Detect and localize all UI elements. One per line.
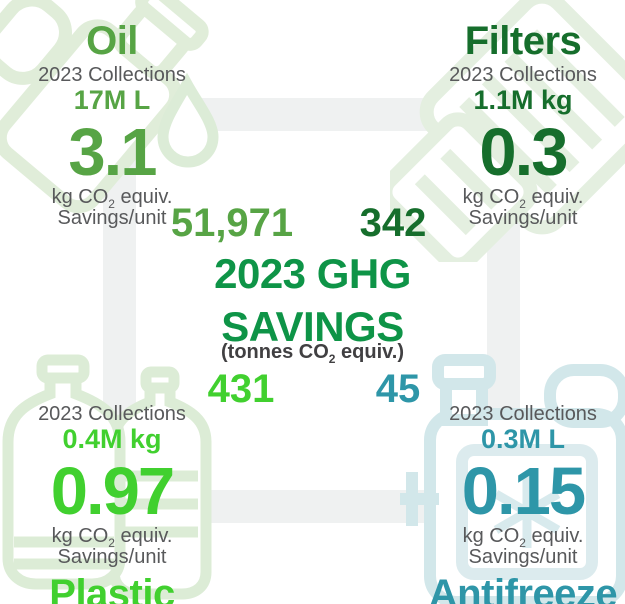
filters-title: Filters — [464, 19, 582, 63]
filters-unit-line2: Savings/unit — [468, 207, 578, 229]
snowflake-icon — [493, 476, 561, 548]
plastic-quadrant: 2023 Collections 0.4M kg 0.97 kg CO2 equ… — [0, 402, 224, 604]
oil-savings-value: 3.1 — [68, 115, 157, 190]
antifreeze-jug-icon — [400, 354, 625, 604]
antifreeze-collections-label: 2023 Collections — [449, 403, 597, 425]
oil-jug-icon — [0, 0, 219, 214]
oil-title: Oil — [86, 19, 138, 63]
oil-unit-line2: Savings/unit — [57, 207, 167, 229]
plastic-unit-line2: Savings/unit — [57, 546, 167, 568]
plastic-collections-label: 2023 Collections — [38, 403, 186, 425]
center-title-line1: 2023 GHG — [214, 250, 411, 297]
center-title: 2023 GHG SAVINGS — [0, 247, 625, 353]
filters-savings-value: 0.3 — [479, 115, 568, 190]
antifreeze-unit-label: kg CO2 equiv. Savings/unit — [411, 526, 625, 568]
center-value-plastic: 431 — [207, 367, 275, 411]
plastic-unit-line1: kg CO2 equiv. — [51, 525, 173, 550]
oil-quadrant: Oil 2023 Collections 17M L 3.1 kg CO2 eq… — [0, 19, 224, 229]
filters-icon — [390, 0, 625, 262]
plastic-title: Plastic — [49, 572, 175, 604]
center-value-oil: 51,971 — [170, 201, 294, 245]
plastic-unit-label: kg CO2 equiv. Savings/unit — [0, 526, 224, 568]
antifreeze-collections-amount: 0.3M L — [480, 424, 566, 454]
center-value-filters: 342 — [359, 201, 427, 245]
oil-drop-icon — [157, 72, 219, 168]
antifreeze-unit-line1: kg CO2 equiv. — [462, 525, 584, 550]
oil-unit-label: kg CO2 equiv. Savings/unit — [0, 187, 224, 229]
center-title-line2: SAVINGS — [221, 303, 404, 350]
plus-icon — [400, 472, 439, 526]
plastic-savings-value: 0.97 — [50, 454, 175, 529]
center-value-antifreeze: 45 — [375, 367, 421, 411]
oil-unit-line1: kg CO2 equiv. — [51, 186, 173, 211]
antifreeze-title: Antifreeze — [428, 572, 618, 604]
antifreeze-quadrant: 2023 Collections 0.3M L 0.15 kg CO2 equi… — [411, 402, 625, 604]
filters-unit-line1: kg CO2 equiv. — [462, 186, 584, 211]
filters-collections-label: 2023 Collections — [449, 64, 597, 86]
center-subtitle: (tonnes CO2 equiv.) — [221, 341, 404, 366]
oil-collections-amount: 17M L — [73, 85, 151, 115]
plastic-collections-amount: 0.4M kg — [62, 424, 162, 454]
antifreeze-unit-line2: Savings/unit — [468, 546, 578, 568]
oil-collections-label: 2023 Collections — [38, 64, 186, 86]
filters-collections-amount: 1.1M kg — [473, 85, 573, 115]
filters-quadrant: Filters 2023 Collections 1.1M kg 0.3 kg … — [411, 19, 625, 229]
filters-unit-label: kg CO2 equiv. Savings/unit — [411, 187, 625, 229]
plastic-bottles-icon — [2, 354, 212, 600]
antifreeze-savings-value: 0.15 — [461, 454, 586, 529]
